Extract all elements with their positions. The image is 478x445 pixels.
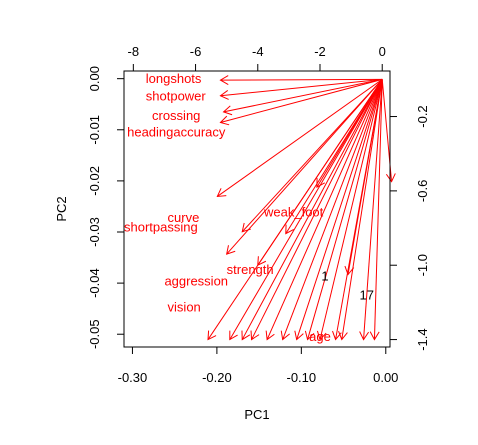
loading-arrow-extra8 (319, 79, 383, 340)
right-tick-label: -1.0 (415, 254, 430, 276)
variable-label-longshots: longshots (146, 71, 202, 86)
y-tick-label: -0.01 (87, 115, 102, 145)
loading-labels: longshots shotpower crossing headingaccurac… (124, 71, 331, 344)
arrowhead-shortpassing (226, 245, 236, 255)
arrowhead-dribbling (216, 188, 227, 198)
arrowhead-age (332, 330, 342, 341)
arrowhead-longshots (219, 75, 229, 86)
arrowhead-extra10 (344, 265, 355, 276)
y-tick-label: -0.02 (87, 166, 102, 196)
loading-arrow-extra11 (363, 79, 383, 340)
x-axis-top: -8 -6 -4 -2 0 (128, 44, 386, 72)
arrowhead-crossing (222, 105, 233, 116)
y-axis-title: PC2 (54, 196, 69, 221)
right-tick-label: -0.6 (415, 180, 430, 202)
loading-arrow-headingaccuracy (220, 78, 383, 123)
y-tick-label: -0.04 (87, 268, 102, 298)
observation-labels: 1 17 (321, 268, 374, 302)
variable-label-weak_foot: weak_foot (263, 205, 324, 220)
x-axis-title: PC1 (244, 407, 269, 422)
variable-label-crossing: crossing (152, 108, 200, 123)
y-tick-label: 0.00 (87, 66, 102, 91)
loading-arrow-crossing (223, 78, 383, 113)
arrowhead-extra13 (385, 173, 396, 183)
x-tick-label: -0.20 (202, 370, 232, 385)
variable-label-aggression: aggression (164, 273, 228, 288)
top-tick-label: -2 (314, 44, 326, 59)
arrowhead-weak_foot (316, 178, 326, 189)
arrowhead-vision (241, 330, 251, 341)
x-tick-label: 0.00 (373, 370, 398, 385)
loading-arrow-longshots (220, 78, 383, 81)
x-tick-label: -0.10 (287, 370, 317, 385)
variable-label-strength: strength (227, 262, 274, 277)
arrowhead-extra4 (265, 330, 275, 341)
loading-arrow-shotpower (220, 78, 383, 97)
loading-arrow-shortpassing (226, 79, 383, 255)
top-tick-label: -8 (128, 44, 140, 59)
x-tick-label: -0.30 (118, 370, 148, 385)
loading-arrow-curve (241, 79, 383, 233)
loading-arrow-extra9 (341, 79, 383, 340)
loading-arrow-vision (241, 79, 383, 340)
variable-label-shortpassing: shortpassing (124, 219, 198, 234)
variable-label-shotpower: shotpower (146, 88, 207, 103)
arrowhead-extra12 (369, 331, 380, 341)
top-tick-label: -4 (252, 44, 264, 59)
variable-label-age: age (309, 329, 331, 344)
loading-arrows (207, 75, 396, 341)
y-axis-right: -0.2 -0.6 -1.0 -1.4 (389, 105, 430, 351)
arrowhead-strength (285, 224, 294, 235)
arrowhead-extra9 (338, 330, 348, 341)
loading-arrow-extra12 (373, 79, 383, 340)
loading-arrow-extra10 (347, 79, 383, 275)
arrowhead-extra5 (280, 330, 290, 341)
arrowhead-extra11 (359, 331, 370, 341)
right-tick-label: -0.2 (415, 105, 430, 127)
loading-arrow-extra7 (307, 79, 383, 340)
y-tick-label: -0.03 (87, 217, 102, 247)
arrowhead-extra7 (304, 330, 315, 341)
loading-arrow-extra2 (229, 79, 383, 340)
loading-arrow-extra3 (251, 79, 383, 340)
loading-arrow-extra6 (296, 79, 383, 340)
arrowhead-extra8 (316, 330, 327, 341)
variable-label-vision: vision (168, 299, 201, 314)
observation-17: 17 (360, 287, 374, 302)
observation-1: 1 (321, 268, 328, 283)
loading-arrow-extra4 (266, 79, 383, 340)
x-axis-bottom: -0.30 -0.20 -0.10 0.00 (118, 346, 398, 385)
variable-label-headingaccuracy: headingaccuracy (127, 125, 226, 140)
top-tick-label: 0 (379, 44, 386, 59)
arrowhead-extra3 (250, 330, 260, 341)
arrowhead-extra2 (229, 330, 238, 341)
top-tick-label: -6 (190, 44, 202, 59)
loading-arrow-strength (285, 79, 383, 234)
loading-arrow-extra5 (282, 79, 383, 340)
right-tick-label: -1.4 (415, 328, 430, 350)
y-axis-left: 0.00 -0.01 -0.02 -0.03 -0.04 -0.05 (87, 66, 125, 349)
loading-arrow-extra1 (207, 79, 383, 340)
y-tick-label: -0.05 (87, 319, 102, 349)
arrowhead-extra6 (294, 330, 304, 341)
arrowhead-extra1 (207, 330, 217, 341)
arrowhead-headingaccuracy (219, 115, 230, 126)
loading-arrow-dribbling (217, 78, 383, 197)
variable-label-curve: curve (168, 210, 200, 225)
arrowhead-shotpower (219, 90, 229, 100)
